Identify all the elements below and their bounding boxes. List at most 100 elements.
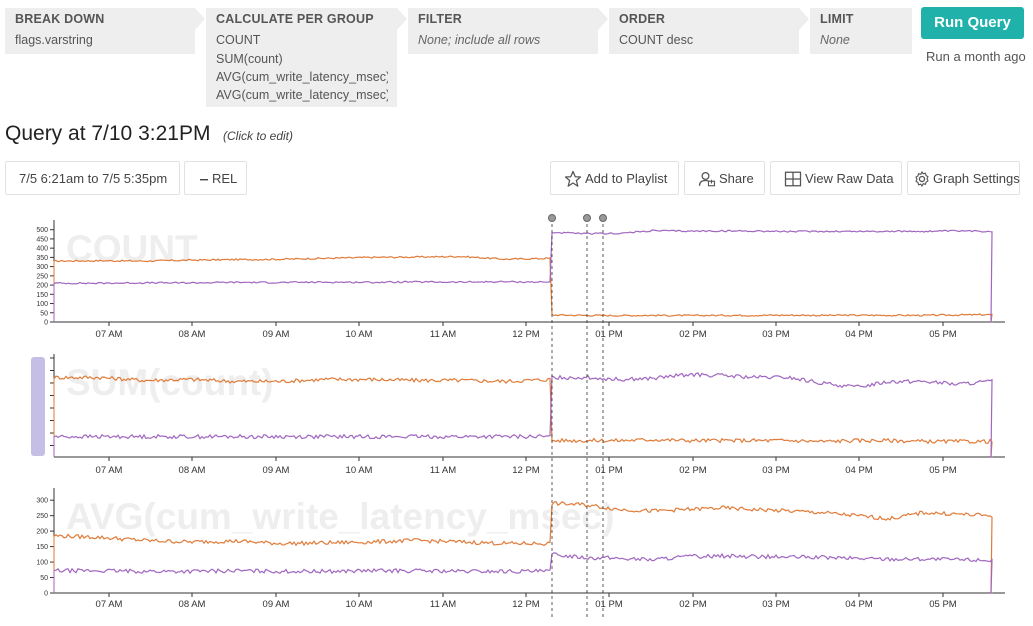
- calculate-box[interactable]: CALCULATE PER GROUP COUNT SUM(count) AVG…: [206, 8, 397, 107]
- x-tick-label: 04 PM: [845, 599, 873, 610]
- chevron-right-icon: [397, 8, 407, 30]
- calculate-item: AVG(cum_write_latency_msec): [216, 70, 388, 84]
- x-tick-label: 03 PM: [762, 465, 790, 476]
- y-tick-label: 300: [36, 498, 48, 505]
- marker-dot: [548, 214, 556, 222]
- x-tick-label: 11 AM: [430, 329, 456, 340]
- order-header: ORDER: [619, 12, 666, 26]
- x-tick-label: 05 PM: [929, 465, 957, 476]
- x-tick-label: 01 PM: [595, 599, 623, 610]
- marker-dot: [583, 214, 591, 222]
- x-tick-label: 12 PM: [512, 599, 540, 610]
- series-line-purple: [53, 372, 993, 458]
- share-button[interactable]: Share: [684, 161, 765, 195]
- x-tick-label: 08 AM: [179, 329, 206, 340]
- x-tick-label: 12 PM: [512, 465, 540, 476]
- edit-hint[interactable]: (Click to edit): [223, 129, 294, 143]
- rel-button[interactable]: REL: [184, 161, 247, 195]
- rel-label: REL: [212, 171, 238, 186]
- chevron-right-icon: [195, 8, 205, 30]
- last-run-text: Run a month ago: [926, 49, 1026, 64]
- share-user-icon: [698, 171, 716, 187]
- x-tick-label: 04 PM: [845, 329, 873, 340]
- x-tick-label: 10 AM: [346, 329, 373, 340]
- y-tick-label: 0: [44, 591, 48, 598]
- marker-dot: [599, 214, 607, 222]
- x-tick-label: 11 AM: [430, 599, 456, 610]
- y-tick-label: 200: [36, 283, 48, 290]
- y-tick-label: 50: [40, 310, 48, 317]
- y-tick-label: 250: [36, 273, 48, 280]
- chevron-right-icon: [799, 8, 809, 30]
- filter-box[interactable]: FILTER None; include all rows: [408, 8, 598, 54]
- y-tick-label: 350: [36, 255, 48, 262]
- x-tick-label: 02 PM: [679, 329, 707, 340]
- x-tick-label: 08 AM: [179, 465, 206, 476]
- view-raw-data-button[interactable]: View Raw Data: [770, 161, 902, 195]
- x-tick-label: 01 PM: [595, 465, 623, 476]
- x-tick-label: 11 AM: [430, 465, 456, 476]
- x-tick-label: 09 AM: [263, 599, 290, 610]
- chart-watermark-title: SUM(count): [66, 362, 274, 403]
- series-line-purple: [53, 552, 993, 594]
- limit-box[interactable]: LIMIT None: [810, 8, 912, 54]
- calculate-item: AVG(cum_write_latency_msec): [216, 88, 388, 102]
- x-tick-label: 10 AM: [346, 599, 373, 610]
- gear-icon: [915, 171, 929, 187]
- graph-settings-label: Graph Settings: [933, 171, 1020, 186]
- x-tick-label: 09 AM: [263, 329, 290, 340]
- y-tick-label: 100: [36, 560, 48, 567]
- series-line-purple: [53, 229, 993, 323]
- y-tick-label: 150: [36, 292, 48, 299]
- query-title[interactable]: Query at 7/10 3:21PM: [5, 122, 211, 145]
- limit-header: LIMIT: [820, 12, 854, 26]
- x-tick-label: 07 AM: [96, 465, 123, 476]
- run-query-button[interactable]: Run Query: [921, 7, 1024, 39]
- y-tick-label: 300: [36, 264, 48, 271]
- y-tick-label: 50: [40, 575, 48, 582]
- chevron-right-icon: [598, 8, 608, 30]
- series-line-orange: [53, 375, 993, 458]
- x-tick-label: 09 AM: [263, 465, 290, 476]
- x-tick-label: 04 PM: [845, 465, 873, 476]
- series-line-orange: [53, 500, 993, 594]
- time-range-label: 7/5 6:21am to 7/5 5:35pm: [19, 171, 168, 186]
- add-to-playlist-label: Add to Playlist: [585, 171, 668, 186]
- x-tick-label: 08 AM: [179, 599, 206, 610]
- x-tick-label: 12 PM: [512, 329, 540, 340]
- grid-icon: [784, 171, 802, 187]
- graph-settings-button[interactable]: Graph Settings: [907, 161, 1020, 195]
- y-tick-label: 250: [36, 513, 48, 520]
- x-tick-label: 01 PM: [595, 329, 623, 340]
- share-label: Share: [719, 171, 754, 186]
- x-tick-label: 07 AM: [96, 599, 123, 610]
- x-tick-label: 05 PM: [929, 599, 957, 610]
- y-tick-label: 150: [36, 544, 48, 551]
- x-tick-label: 10 AM: [346, 465, 373, 476]
- time-range-button[interactable]: 7/5 6:21am to 7/5 5:35pm: [5, 161, 180, 195]
- y-tick-label: 500: [36, 227, 48, 234]
- y-tick-label: 100: [36, 301, 48, 308]
- filter-header: FILTER: [418, 12, 463, 26]
- y-tick-label: 400: [36, 246, 48, 253]
- chart-watermark-title: COUNT: [66, 228, 198, 269]
- x-tick-label: 03 PM: [762, 329, 790, 340]
- x-tick-label: 02 PM: [679, 465, 707, 476]
- breakdown-box[interactable]: BREAK DOWN flags.varstring: [5, 8, 195, 54]
- add-to-playlist-button[interactable]: Add to Playlist: [550, 161, 679, 195]
- y-tick-label: 0: [44, 320, 48, 327]
- x-tick-label: 02 PM: [679, 599, 707, 610]
- y-tick-label: 450: [36, 236, 48, 243]
- order-box[interactable]: ORDER COUNT desc: [609, 8, 799, 54]
- x-tick-label: 07 AM: [96, 329, 123, 340]
- calculate-header: CALCULATE PER GROUP: [216, 12, 374, 26]
- dash-icon: [200, 179, 208, 181]
- chart-watermark-title: AVG(cum_write_latency_msec): [66, 496, 614, 537]
- y-tick-label: 200: [36, 529, 48, 536]
- series-line-orange: [53, 255, 993, 323]
- breakdown-header: BREAK DOWN: [15, 12, 105, 26]
- star-icon: [564, 170, 582, 187]
- drag-handle[interactable]: [31, 357, 45, 456]
- x-tick-label: 05 PM: [929, 329, 957, 340]
